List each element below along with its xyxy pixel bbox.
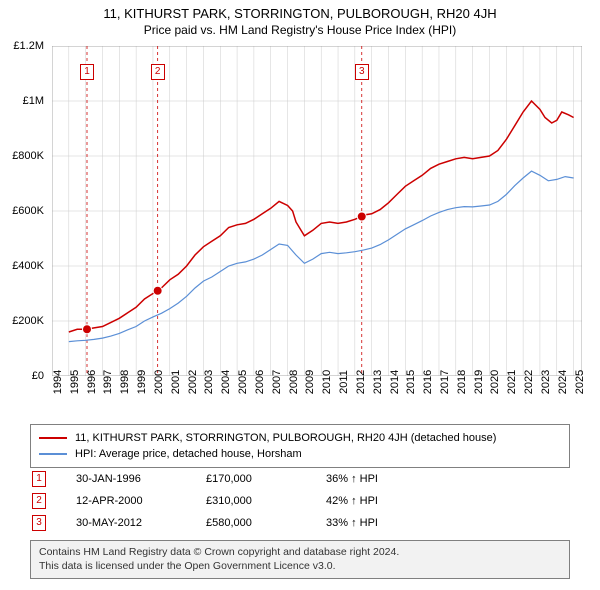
tx-pct: 33% ↑ HPI <box>326 517 426 529</box>
y-axis: £0£200K£400K£600K£800K£1M£1.2M <box>0 46 48 376</box>
tx-marker: 3 <box>32 515 46 531</box>
transactions-table: 1 30-JAN-1996£170,00036% ↑ HPI 2 12-APR-200… <box>30 468 570 534</box>
legend-item: 11, KITHURST PARK, STORRINGTON, PULBOROU… <box>39 430 561 446</box>
y-tick-label: £600K <box>12 205 44 217</box>
y-tick-label: £0 <box>32 370 44 382</box>
y-tick-label: £200K <box>12 315 44 327</box>
legend: 11, KITHURST PARK, STORRINGTON, PULBOROU… <box>30 424 570 468</box>
y-tick-label: £800K <box>12 150 44 162</box>
chart-marker-3: 3 <box>355 64 369 80</box>
x-tick-label: 2017 <box>439 370 451 394</box>
x-tick-label: 2010 <box>321 370 333 394</box>
footer-line2: This data is licensed under the Open Gov… <box>39 560 561 574</box>
footer-line1: Contains HM Land Registry data © Crown c… <box>39 546 561 560</box>
x-tick-label: 2001 <box>170 370 182 394</box>
x-tick-label: 2013 <box>372 370 384 394</box>
x-tick-label: 1994 <box>52 370 64 394</box>
x-tick-label: 2008 <box>288 370 300 394</box>
x-tick-label: 2025 <box>574 370 586 394</box>
y-tick-label: £1.2M <box>13 40 44 52</box>
x-tick-label: 1995 <box>69 370 81 394</box>
tx-marker: 2 <box>32 493 46 509</box>
legend-swatch <box>39 437 67 439</box>
chart-svg <box>52 46 582 376</box>
tx-date: 30-MAY-2012 <box>76 517 206 529</box>
x-tick-label: 2002 <box>187 370 199 394</box>
tx-price: £310,000 <box>206 495 326 507</box>
legend-label: 11, KITHURST PARK, STORRINGTON, PULBOROU… <box>75 432 496 444</box>
tx-price: £580,000 <box>206 517 326 529</box>
x-tick-label: 2006 <box>254 370 266 394</box>
x-tick-label: 2014 <box>389 370 401 394</box>
transaction-row: 3 30-MAY-2012£580,00033% ↑ HPI <box>30 512 570 534</box>
x-tick-label: 2005 <box>237 370 249 394</box>
legend-swatch <box>39 453 67 455</box>
chart-subtitle: Price paid vs. HM Land Registry's House … <box>0 21 600 37</box>
x-tick-label: 2016 <box>422 370 434 394</box>
x-tick-label: 2000 <box>153 370 165 394</box>
x-tick-label: 1997 <box>102 370 114 394</box>
x-tick-label: 2022 <box>523 370 535 394</box>
x-tick-label: 2007 <box>271 370 283 394</box>
x-tick-label: 2009 <box>304 370 316 394</box>
tx-pct: 36% ↑ HPI <box>326 473 426 485</box>
transaction-row: 2 12-APR-2000£310,00042% ↑ HPI <box>30 490 570 512</box>
transaction-row: 1 30-JAN-1996£170,00036% ↑ HPI <box>30 468 570 490</box>
x-tick-label: 2004 <box>220 370 232 394</box>
chart-title: 11, KITHURST PARK, STORRINGTON, PULBOROU… <box>0 0 600 21</box>
x-tick-label: 1999 <box>136 370 148 394</box>
x-tick-label: 2012 <box>355 370 367 394</box>
chart-marker-2: 2 <box>151 64 165 80</box>
y-tick-label: £400K <box>12 260 44 272</box>
y-tick-label: £1M <box>23 95 44 107</box>
x-tick-label: 2011 <box>338 370 350 394</box>
x-tick-label: 2003 <box>203 370 215 394</box>
footer-attribution: Contains HM Land Registry data © Crown c… <box>30 540 570 579</box>
tx-price: £170,000 <box>206 473 326 485</box>
x-tick-label: 2018 <box>456 370 468 394</box>
x-tick-label: 2021 <box>506 370 518 394</box>
legend-label: HPI: Average price, detached house, Hors… <box>75 448 302 460</box>
x-tick-label: 2024 <box>557 370 569 394</box>
x-tick-label: 2023 <box>540 370 552 394</box>
x-tick-label: 1996 <box>86 370 98 394</box>
tx-pct: 42% ↑ HPI <box>326 495 426 507</box>
legend-item: HPI: Average price, detached house, Hors… <box>39 446 561 462</box>
chart-marker-1: 1 <box>80 64 94 80</box>
tx-marker: 1 <box>32 471 46 487</box>
tx-date: 30-JAN-1996 <box>76 473 206 485</box>
x-axis: 1994199519961997199819992000200120022003… <box>52 380 582 420</box>
x-tick-label: 2019 <box>473 370 485 394</box>
x-tick-label: 2015 <box>405 370 417 394</box>
chart-container: 11, KITHURST PARK, STORRINGTON, PULBOROU… <box>0 0 600 590</box>
x-tick-label: 1998 <box>119 370 131 394</box>
x-tick-label: 2020 <box>489 370 501 394</box>
tx-date: 12-APR-2000 <box>76 495 206 507</box>
plot-area: 1 2 3 <box>52 46 582 376</box>
